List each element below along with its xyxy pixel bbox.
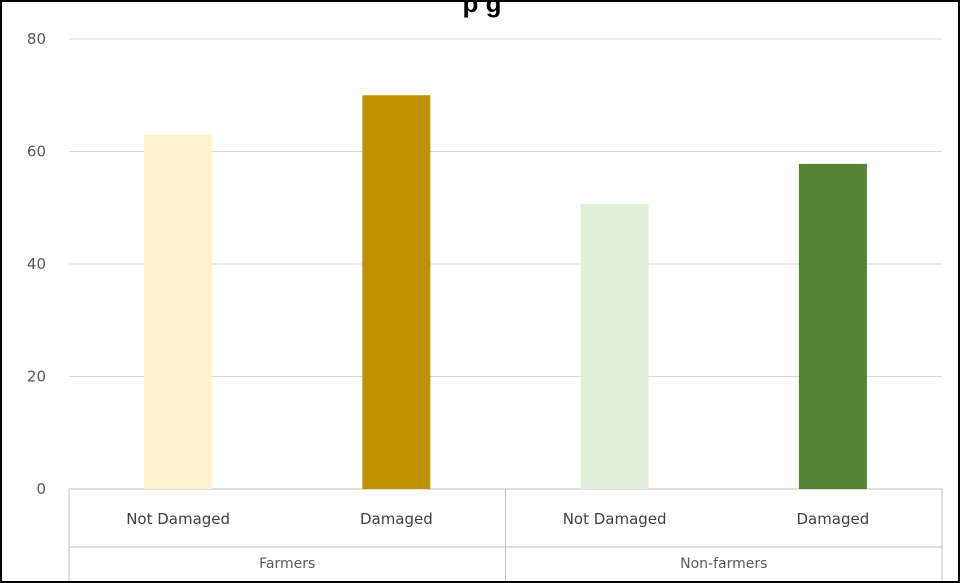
- y-tick-label: 80: [27, 30, 46, 48]
- bar-farmers-damaged: [362, 95, 431, 489]
- group-label: Non-farmers: [680, 556, 767, 572]
- category-label: Damaged: [360, 510, 433, 528]
- bar-non-farmers-damaged: [798, 163, 867, 489]
- group-label: Farmers: [259, 556, 315, 572]
- category-label: Damaged: [796, 510, 869, 528]
- bar-non-farmers-not-damaged: [580, 203, 649, 489]
- y-tick-label: 20: [27, 368, 46, 386]
- y-tick-label: 40: [27, 255, 46, 273]
- bar-farmers-not-damaged: [144, 134, 213, 489]
- y-tick-label: 0: [36, 480, 46, 498]
- y-tick-label: 60: [27, 143, 46, 161]
- chart-title: p g: [462, 0, 502, 18]
- category-label: Not Damaged: [563, 510, 667, 528]
- category-label: Not Damaged: [126, 510, 230, 528]
